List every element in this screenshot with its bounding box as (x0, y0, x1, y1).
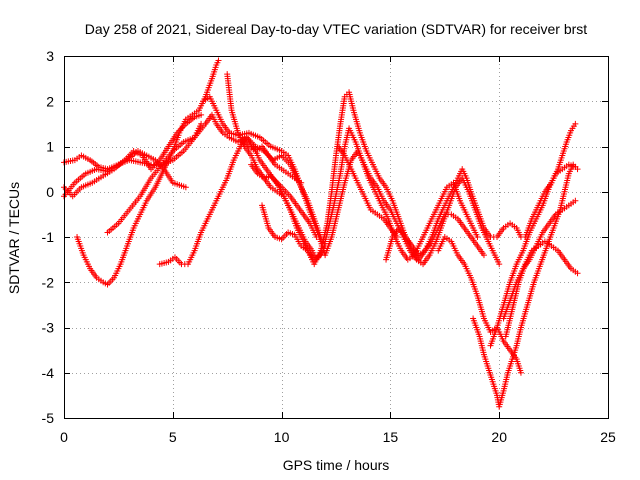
x-tick-labels: 0 5 10 15 20 25 (60, 429, 616, 445)
data-point (572, 120, 579, 127)
series-19 (522, 120, 579, 240)
y-tick-label: -1 (42, 229, 55, 245)
data-marks (61, 57, 581, 410)
data-point (574, 270, 581, 277)
x-tick-label: 25 (600, 429, 616, 445)
data-point (198, 111, 205, 118)
data-point (496, 261, 503, 268)
data-point (215, 57, 222, 64)
series-15 (470, 161, 581, 410)
x-tick-label: 0 (60, 429, 68, 445)
y-tick-label: 3 (46, 48, 54, 64)
data-point (480, 252, 487, 259)
data-point (182, 184, 189, 191)
y-tick-label: -3 (42, 320, 55, 336)
series-14 (435, 234, 524, 376)
series-4 (74, 57, 222, 288)
data-point (572, 197, 579, 204)
y-tick-label: 2 (46, 93, 54, 109)
data-point (313, 234, 320, 240)
y-tick-labels: -5 -4 -3 -2 -1 0 1 2 3 (42, 48, 55, 426)
series-11 (239, 134, 305, 186)
data-point (572, 163, 579, 170)
x-tick-label: 5 (169, 429, 177, 445)
x-axis-label: GPS time / hours (283, 457, 390, 473)
y-tick-label: 1 (46, 139, 54, 155)
plot-frame (64, 56, 609, 419)
y-tick-label: -5 (42, 410, 55, 426)
x-tick-label: 10 (274, 429, 290, 445)
x-tick-label: 15 (383, 429, 399, 445)
y-tick-label: -4 (42, 365, 55, 381)
y-tick-label: 0 (46, 184, 54, 200)
x-tick-label: 20 (491, 429, 507, 445)
y-tick-label: -2 (42, 274, 55, 290)
series-9 (259, 202, 329, 263)
data-point (474, 234, 481, 240)
data-point (298, 179, 305, 186)
chart-title: Day 258 of 2021, Sidereal Day-to-day VTE… (85, 21, 587, 37)
y-axis-label: SDTVAR / TECUs (6, 182, 22, 294)
data-point (322, 243, 329, 250)
series-13 (335, 143, 400, 240)
data-point (393, 234, 400, 240)
series-18 (500, 197, 579, 322)
series-12 (248, 161, 320, 240)
data-point (517, 369, 524, 376)
